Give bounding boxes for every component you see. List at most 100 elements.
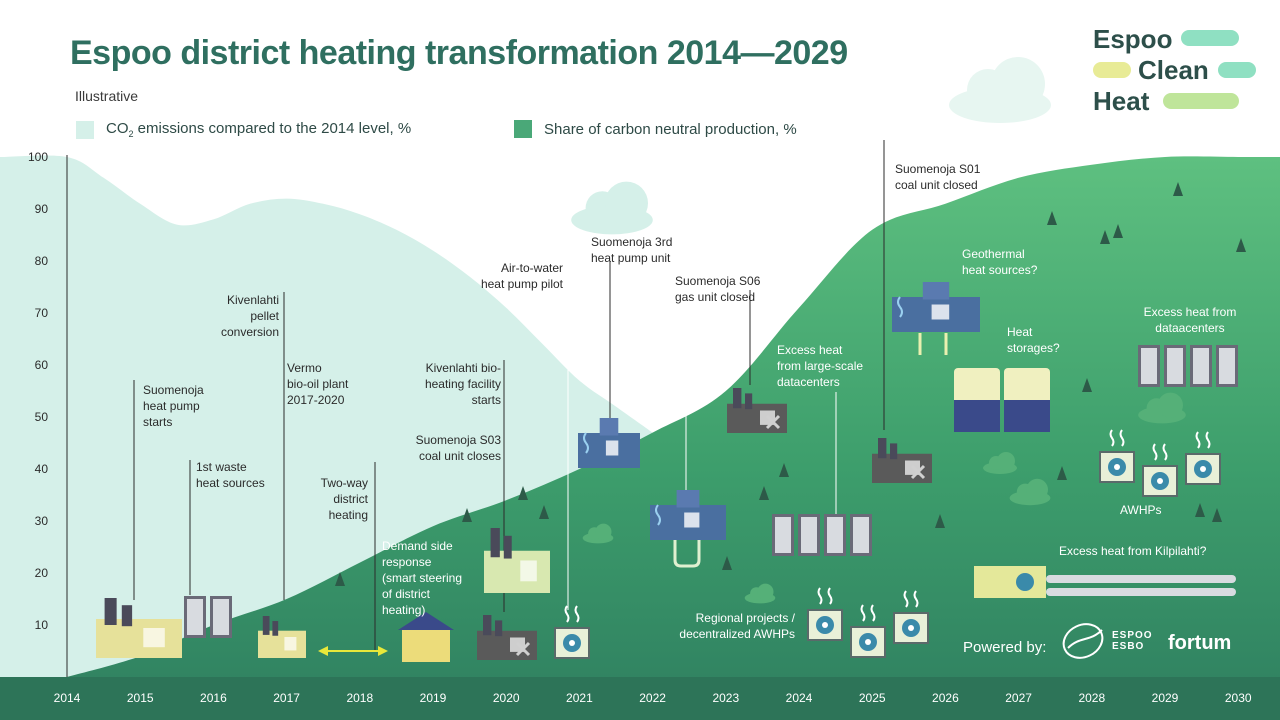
page-title: Espoo district heating transformation 20… bbox=[70, 34, 848, 72]
annotation-awhps: AWHPs bbox=[1120, 503, 1162, 517]
y-tick-label: 70 bbox=[35, 306, 49, 320]
tree-icon bbox=[1100, 230, 1110, 244]
tree-icon bbox=[1057, 466, 1067, 480]
geothermal-plant-icon bbox=[892, 282, 980, 332]
annotation-datacenters: Excess heat from large-scale datacenters bbox=[777, 343, 864, 389]
annotation-regional: Regional projects / decentralized AWHPs bbox=[679, 611, 795, 641]
cloud-icon bbox=[744, 583, 776, 604]
x-tick-label: 2018 bbox=[346, 691, 373, 705]
kilpilahti-fan-icon bbox=[1016, 573, 1034, 591]
legend-co2: CO2 emissions compared to the 2014 level… bbox=[76, 120, 411, 139]
awhp-icon bbox=[1142, 443, 1178, 497]
x-tick-label: 2023 bbox=[712, 691, 739, 705]
geothermal-pipe-icon bbox=[673, 540, 701, 568]
arrow-head-right-icon bbox=[378, 646, 388, 656]
x-tick-label: 2024 bbox=[786, 691, 813, 705]
waste-heat-server-icon bbox=[184, 596, 232, 638]
legend-co2-label: CO2 emissions compared to the 2014 level… bbox=[106, 120, 412, 139]
cloud-icon bbox=[571, 181, 653, 235]
cloud-icon bbox=[983, 452, 1017, 474]
legend-carbon-neutral: Share of carbon neutral production, % bbox=[514, 120, 797, 138]
x-tick-label: 2026 bbox=[932, 691, 959, 705]
annotation-geothermal: Geothermal heat sources? bbox=[962, 247, 1038, 277]
pipeline-icon bbox=[1046, 575, 1236, 583]
annotation-heat-storages: Heat storages? bbox=[1007, 325, 1060, 355]
suomenoja-3rd-heat-pump-icon bbox=[578, 418, 640, 468]
logo-pill bbox=[1163, 93, 1239, 109]
awhp-icon bbox=[1185, 431, 1221, 485]
x-tick-label: 2022 bbox=[639, 691, 666, 705]
tree-icon bbox=[335, 572, 345, 586]
espoo-esbo-text: ESPOO ESBO bbox=[1112, 630, 1153, 652]
x-tick-label: 2027 bbox=[1005, 691, 1032, 705]
y-tick-label: 60 bbox=[35, 358, 49, 372]
x-tick-label: 2030 bbox=[1225, 691, 1252, 705]
cloud-icon bbox=[582, 523, 614, 544]
pipeline-icon bbox=[1046, 588, 1236, 596]
suomenoja-s06-closed-icon bbox=[727, 388, 787, 433]
suomenoja-heat-pump-icon bbox=[96, 598, 182, 658]
geothermal-pipes-icon bbox=[918, 333, 948, 355]
tree-icon bbox=[518, 486, 528, 500]
regional-awhp-icon bbox=[807, 587, 843, 641]
x-tick-label: 2019 bbox=[420, 691, 447, 705]
vermo-plant-icon bbox=[258, 616, 306, 658]
arrow-head-left-icon bbox=[318, 646, 328, 656]
cloud-icon bbox=[949, 57, 1051, 123]
heat-storage-base-icon bbox=[1004, 400, 1050, 432]
annotation-3rd-heat-pump: Suomenoja 3rd heat pump unit bbox=[591, 235, 673, 265]
annotation-s03: Suomenoja S03 coal unit closes bbox=[415, 433, 501, 463]
house-icon bbox=[402, 628, 450, 662]
annotation-kivenlahti-bio: Kivenlahti bio- heating facility starts bbox=[424, 361, 501, 407]
suomenoja-s03-closed-icon bbox=[477, 615, 537, 660]
suomenoja-s01-closed-icon bbox=[872, 438, 932, 483]
y-tick-label: 90 bbox=[35, 202, 49, 216]
cloud-icon bbox=[1009, 478, 1051, 506]
x-tick-label: 2025 bbox=[859, 691, 886, 705]
annotation-s06: Suomenoja S06 gas unit closed bbox=[675, 274, 761, 304]
cloud-icon bbox=[1138, 392, 1186, 424]
annotation-demand-side: Demand side response (smart steering of … bbox=[382, 539, 463, 617]
datacenter-servers-icon bbox=[772, 514, 872, 556]
legend-carbon-swatch bbox=[514, 120, 532, 138]
annotation-air-to-water: Air-to-water heat pump pilot bbox=[480, 261, 563, 291]
tree-icon bbox=[1047, 211, 1057, 225]
y-tick-label: 100 bbox=[28, 150, 48, 164]
awhp-icon bbox=[1099, 429, 1135, 483]
x-tick-label: 2015 bbox=[127, 691, 154, 705]
otaniemi-geothermal-icon bbox=[650, 490, 726, 540]
tree-icon bbox=[1236, 238, 1246, 252]
y-tick-label: 40 bbox=[35, 462, 49, 476]
annotation-suomenoja-heat-pump: Suomenoja heat pump starts bbox=[143, 383, 204, 429]
kilpilahti-plant-icon bbox=[974, 566, 1046, 598]
annotation-s01: Suomenoja S01 coal unit closed bbox=[895, 162, 981, 192]
tree-icon bbox=[1173, 182, 1183, 196]
x-tick-label: 2014 bbox=[54, 691, 81, 705]
regional-awhp-icon bbox=[850, 604, 886, 658]
legend-co2-swatch bbox=[76, 120, 94, 139]
x-tick-label: 2016 bbox=[200, 691, 227, 705]
x-tick-label: 2029 bbox=[1152, 691, 1179, 705]
annotation-waste-heat: 1st waste heat sources bbox=[196, 460, 265, 490]
logo-pill bbox=[1218, 62, 1256, 78]
annotation-otaniemi: Otaniemi geothermal heat bbox=[637, 335, 698, 381]
x-tick-label: 2020 bbox=[493, 691, 520, 705]
house-roof-icon bbox=[398, 612, 454, 630]
logo-word-espoo: Espoo bbox=[1093, 24, 1173, 54]
annotation-kivenlahti-pellet: Kivenlahti pellet conversion bbox=[220, 293, 279, 339]
tree-icon bbox=[539, 505, 549, 519]
heat-storage-base-icon bbox=[954, 400, 1000, 432]
logo-pill bbox=[1181, 30, 1239, 46]
y-tick-label: 30 bbox=[35, 514, 49, 528]
x-tick-label: 2028 bbox=[1078, 691, 1105, 705]
powered-by-label: Powered by: bbox=[963, 639, 1047, 656]
tree-icon bbox=[1212, 508, 1222, 522]
annotation-excess-dataacenters: Excess heat from dataacenters bbox=[1143, 305, 1237, 335]
logo-word-heat: Heat bbox=[1093, 86, 1150, 116]
y-tick-label: 80 bbox=[35, 254, 49, 268]
tree-icon bbox=[1113, 224, 1123, 238]
fortum-logo: fortum bbox=[1168, 632, 1232, 654]
y-tick-label: 50 bbox=[35, 410, 49, 424]
